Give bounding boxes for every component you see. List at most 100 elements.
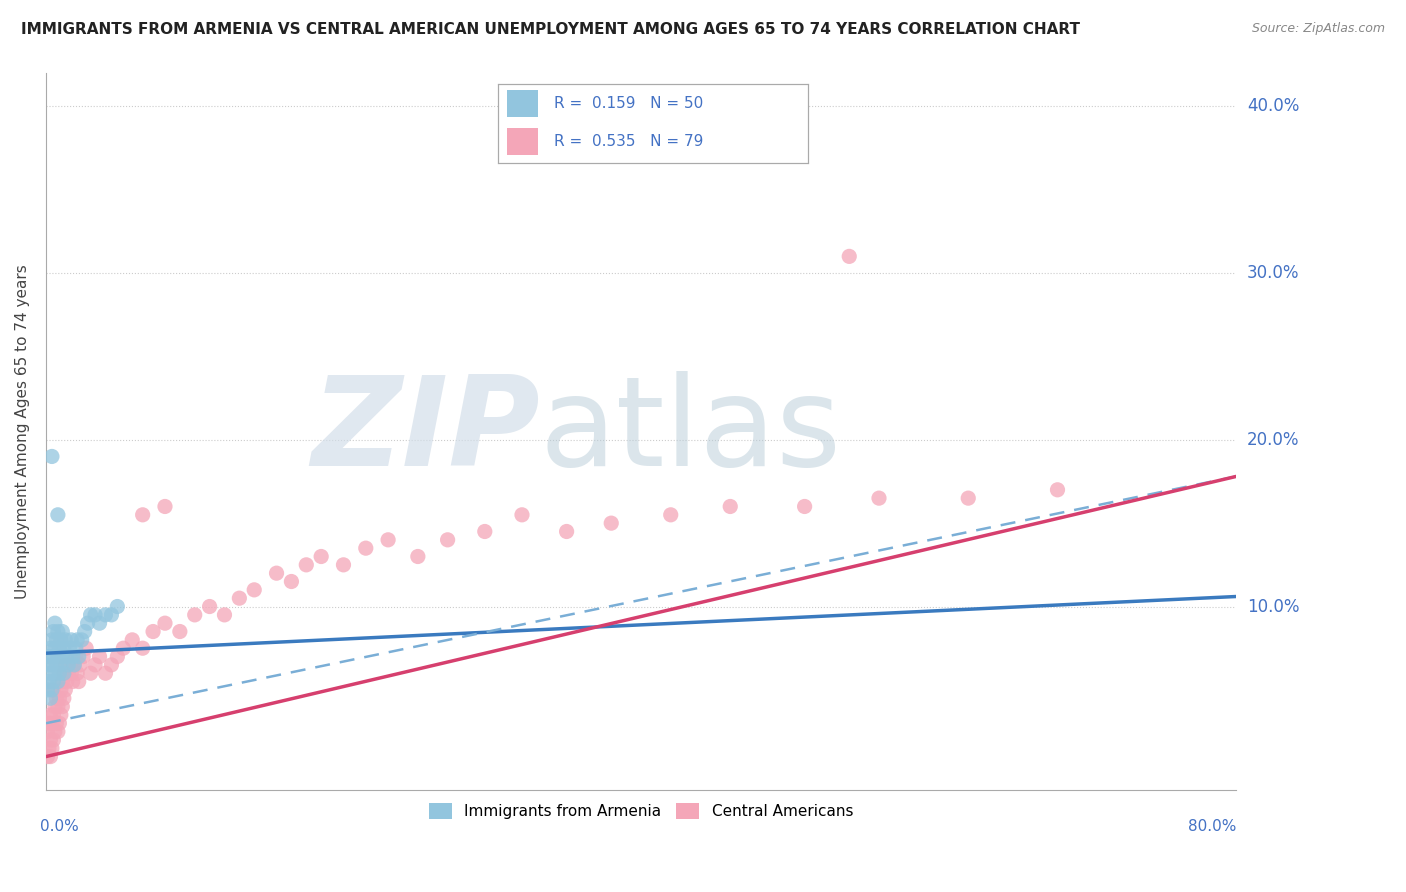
Point <box>142 624 165 639</box>
Point <box>39 641 62 656</box>
Point <box>51 649 73 664</box>
Point <box>72 649 94 664</box>
Point <box>42 707 65 722</box>
Point <box>46 624 69 639</box>
Point <box>39 749 62 764</box>
Point <box>48 666 70 681</box>
Point <box>266 566 288 581</box>
Point <box>793 500 815 514</box>
Point <box>46 649 69 664</box>
Point <box>62 649 84 664</box>
Text: Source: ZipAtlas.com: Source: ZipAtlas.com <box>1251 22 1385 36</box>
Point <box>89 616 111 631</box>
Point <box>58 657 80 672</box>
Text: 0.0%: 0.0% <box>39 819 79 834</box>
Point <box>718 500 741 514</box>
Point <box>73 624 96 639</box>
Point <box>56 649 79 664</box>
Text: 20.0%: 20.0% <box>1247 431 1299 449</box>
Point <box>45 632 67 647</box>
Point <box>183 607 205 622</box>
Point <box>44 724 66 739</box>
Point <box>42 649 65 664</box>
Point <box>48 691 70 706</box>
Point <box>63 657 86 672</box>
Point <box>89 649 111 664</box>
Point <box>38 716 60 731</box>
Point <box>214 607 236 622</box>
Point <box>48 641 70 656</box>
Point <box>51 699 73 714</box>
Point <box>69 657 91 672</box>
Point <box>510 508 533 522</box>
Point <box>52 641 75 656</box>
Point <box>51 674 73 689</box>
Legend: Immigrants from Armenia, Central Americans: Immigrants from Armenia, Central America… <box>423 797 859 825</box>
Point <box>39 707 62 722</box>
Point <box>198 599 221 614</box>
Point <box>37 682 59 697</box>
Point <box>46 508 69 522</box>
Point <box>94 666 117 681</box>
Point <box>58 666 80 681</box>
Text: atlas: atlas <box>540 371 842 492</box>
Point <box>377 533 399 547</box>
Point <box>354 541 377 556</box>
Point <box>56 674 79 689</box>
Point <box>38 649 60 664</box>
Point <box>67 649 90 664</box>
Point <box>53 682 76 697</box>
Point <box>49 707 72 722</box>
Point <box>67 674 90 689</box>
Point <box>41 741 63 756</box>
Point <box>45 716 67 731</box>
Point <box>39 732 62 747</box>
Point <box>121 632 143 647</box>
Point <box>44 666 66 681</box>
Point <box>406 549 429 564</box>
Text: 80.0%: 80.0% <box>1188 819 1236 834</box>
Point <box>1046 483 1069 497</box>
Point <box>46 699 69 714</box>
Point <box>53 632 76 647</box>
Point <box>52 666 75 681</box>
Point <box>38 674 60 689</box>
Point <box>84 607 107 622</box>
Point <box>100 657 122 672</box>
Point <box>44 616 66 631</box>
Point <box>42 624 65 639</box>
Point <box>53 657 76 672</box>
Point <box>555 524 578 539</box>
Point <box>66 632 89 647</box>
Point <box>44 699 66 714</box>
Point <box>94 607 117 622</box>
Point <box>59 641 82 656</box>
Point <box>332 558 354 572</box>
Point <box>76 616 98 631</box>
Point <box>46 674 69 689</box>
Point <box>112 641 135 656</box>
Point <box>153 500 176 514</box>
Point <box>957 491 980 505</box>
Point <box>66 666 89 681</box>
Point <box>45 657 67 672</box>
Text: 30.0%: 30.0% <box>1247 264 1299 282</box>
Point <box>838 249 860 263</box>
Point <box>60 666 83 681</box>
Point <box>84 657 107 672</box>
Point <box>49 682 72 697</box>
Point <box>436 533 458 547</box>
Point <box>52 691 75 706</box>
Point <box>41 682 63 697</box>
Text: 40.0%: 40.0% <box>1247 97 1299 115</box>
Point <box>659 508 682 522</box>
Point <box>131 641 153 656</box>
Point <box>295 558 318 572</box>
Point <box>309 549 332 564</box>
Point <box>49 632 72 647</box>
Point <box>37 749 59 764</box>
Point <box>65 649 87 664</box>
Point <box>46 724 69 739</box>
Point <box>153 616 176 631</box>
Point <box>474 524 496 539</box>
